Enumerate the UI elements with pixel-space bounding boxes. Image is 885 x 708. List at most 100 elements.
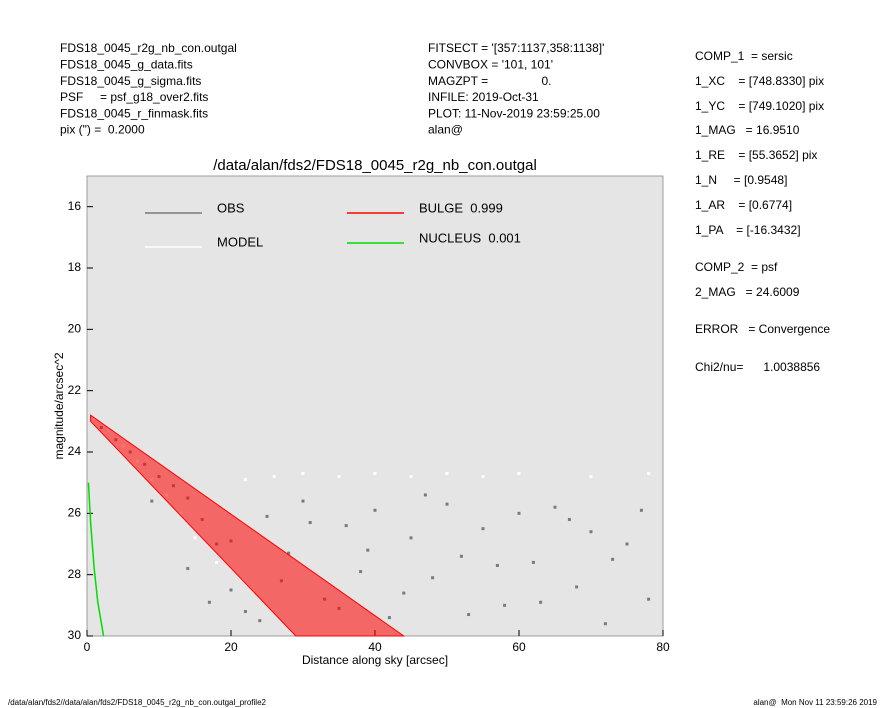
y-tick-label: 24 bbox=[68, 444, 82, 458]
x-tick-label: 0 bbox=[84, 640, 91, 654]
data-point bbox=[589, 475, 593, 479]
x-tick-label: 60 bbox=[512, 640, 526, 654]
data-point bbox=[567, 517, 571, 521]
data-point bbox=[467, 613, 471, 617]
legend-label: MODEL bbox=[217, 234, 263, 249]
data-point bbox=[531, 560, 535, 564]
legend-label: BULGE 0.999 bbox=[419, 200, 503, 215]
fit-parameter: 1_N = [0.9548] bbox=[695, 173, 787, 187]
data-point bbox=[603, 622, 607, 626]
data-point bbox=[265, 514, 269, 518]
data-point bbox=[359, 570, 363, 574]
data-point bbox=[366, 548, 370, 552]
chart-title: /data/alan/fds2/FDS18_0045_r2g_nb_con.ou… bbox=[213, 157, 537, 174]
data-point bbox=[287, 551, 291, 555]
data-point bbox=[445, 502, 449, 506]
fit-parameter: 1_AR = [0.6774] bbox=[695, 198, 792, 212]
header-line: FDS18_0045_r_finmask.fits bbox=[60, 106, 208, 120]
header-line: FITSECT = '[357:1137,358:1138]' bbox=[428, 41, 604, 55]
nucleus-line bbox=[87, 482, 105, 637]
x-axis-label: Distance along sky [arcsec] bbox=[302, 653, 448, 667]
data-point bbox=[575, 585, 579, 589]
data-point bbox=[553, 505, 557, 509]
header-line: FDS18_0045_r2g_nb_con.outgal bbox=[60, 41, 237, 55]
x-tick-label: 20 bbox=[224, 640, 238, 654]
data-point bbox=[193, 536, 197, 540]
header-line: FDS18_0045_g_data.fits bbox=[60, 57, 193, 71]
data-point bbox=[409, 536, 413, 540]
data-point bbox=[272, 475, 276, 479]
data-point bbox=[258, 619, 262, 623]
data-point bbox=[589, 530, 593, 534]
header-line: alan@ bbox=[428, 123, 463, 137]
bulge-band bbox=[90, 414, 406, 637]
fit-parameter: COMP_1 = sersic bbox=[695, 49, 793, 63]
data-point bbox=[517, 471, 521, 475]
header-line: pix (") = 0.2000 bbox=[60, 123, 145, 137]
data-point bbox=[215, 560, 219, 564]
x-tick-label: 80 bbox=[656, 640, 670, 654]
data-point bbox=[243, 478, 247, 482]
y-axis-label: magnitude/arcsec^2 bbox=[52, 352, 66, 459]
data-point bbox=[517, 511, 521, 515]
data-point bbox=[639, 508, 643, 512]
data-point bbox=[402, 591, 406, 595]
data-point bbox=[445, 471, 449, 475]
y-tick-label: 28 bbox=[68, 567, 82, 581]
data-point bbox=[481, 527, 485, 531]
y-tick-label: 26 bbox=[68, 506, 82, 520]
data-point bbox=[243, 609, 247, 613]
y-tick-label: 18 bbox=[68, 260, 82, 274]
data-point bbox=[186, 567, 190, 571]
legend-label: NUCLEUS 0.001 bbox=[419, 230, 521, 245]
fit-parameter: ERROR = Convergence bbox=[695, 322, 830, 336]
data-point bbox=[373, 508, 377, 512]
data-point bbox=[207, 600, 211, 604]
data-point bbox=[647, 597, 651, 601]
y-tick-label: 22 bbox=[68, 383, 82, 397]
fit-parameter: 1_YC = [749.1020] pix bbox=[695, 99, 824, 113]
header-line: FDS18_0045_g_sigma.fits bbox=[60, 74, 201, 88]
footer-date: alan@ Mon Nov 11 23:59:26 2019 bbox=[753, 698, 877, 707]
legend-label: OBS bbox=[217, 200, 245, 215]
fit-parameter: 1_MAG = 16.9510 bbox=[695, 123, 800, 137]
header-line: PLOT: 11-Nov-2019 23:59:25.00 bbox=[428, 106, 600, 120]
data-point bbox=[387, 616, 391, 620]
data-point bbox=[301, 499, 305, 503]
data-point bbox=[539, 600, 543, 604]
data-point bbox=[373, 471, 377, 475]
header-line: CONVBOX = '101, 101' bbox=[428, 57, 553, 71]
data-point bbox=[431, 576, 435, 580]
data-point bbox=[647, 471, 651, 475]
header-line: PSF = psf_g18_over2.fits bbox=[60, 90, 208, 104]
data-point bbox=[301, 471, 305, 475]
data-point bbox=[409, 475, 413, 479]
data-point bbox=[625, 542, 629, 546]
fit-parameter: 2_MAG = 24.6009 bbox=[695, 285, 800, 299]
data-point bbox=[150, 499, 154, 503]
data-point bbox=[423, 493, 427, 497]
fit-parameter: COMP_2 = psf bbox=[695, 260, 778, 274]
data-point bbox=[495, 563, 499, 567]
fit-parameter: 1_XC = [748.8330] pix bbox=[695, 74, 824, 88]
data-point bbox=[459, 554, 463, 558]
fit-parameter: Chi2/nu= 1.0038856 bbox=[695, 360, 820, 374]
data-point bbox=[344, 524, 348, 528]
footer-path: /data/alan/fds2//data/alan/fds2/FDS18_00… bbox=[8, 698, 267, 707]
data-point bbox=[229, 588, 233, 592]
data-point bbox=[308, 521, 312, 525]
data-point bbox=[503, 603, 507, 607]
y-tick-label: 16 bbox=[68, 199, 82, 213]
header-line: MAGZPT = 0. bbox=[428, 74, 551, 88]
y-tick-label: 30 bbox=[68, 628, 82, 642]
y-tick-label: 20 bbox=[68, 322, 82, 336]
fit-parameter: 1_PA = [-16.3432] bbox=[695, 223, 801, 237]
fit-parameter: 1_RE = [55.3652] pix bbox=[695, 148, 817, 162]
header-line: INFILE: 2019-Oct-31 bbox=[428, 90, 539, 104]
data-point bbox=[337, 475, 341, 479]
plot-area bbox=[86, 175, 664, 637]
x-tick-label: 40 bbox=[368, 640, 382, 654]
data-point bbox=[611, 557, 615, 561]
data-point bbox=[481, 475, 485, 479]
